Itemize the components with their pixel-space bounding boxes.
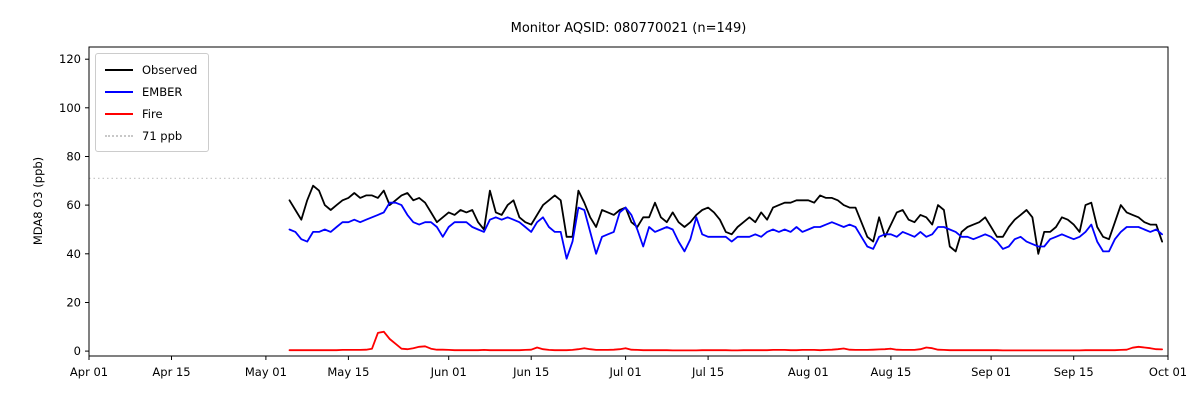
legend-item: Observed bbox=[105, 61, 197, 78]
y-tick-label: 20 bbox=[66, 296, 81, 310]
legend-item: Fire bbox=[105, 105, 197, 122]
ember-line bbox=[288, 201, 1163, 260]
chart-title: Monitor AQSID: 080770021 (n=149) bbox=[510, 21, 747, 36]
legend-line-swatch bbox=[105, 68, 133, 71]
legend-label: Observed bbox=[142, 62, 198, 77]
x-tick-label: Jun 15 bbox=[512, 365, 549, 379]
y-tick-label: 40 bbox=[66, 247, 81, 261]
x-tick-label: May 15 bbox=[327, 365, 369, 379]
legend-item: 71 ppb bbox=[105, 127, 197, 144]
x-tick-label: Apr 01 bbox=[70, 365, 108, 379]
x-tick-label: Jul 01 bbox=[609, 365, 642, 379]
legend-line-swatch bbox=[105, 134, 133, 137]
legend-label: Fire bbox=[142, 106, 163, 121]
legend: Observed EMBER Fire 71 ppb bbox=[95, 53, 210, 152]
legend-line-swatch bbox=[105, 90, 133, 93]
x-tick-label: Apr 15 bbox=[152, 365, 190, 379]
y-tick-label: 100 bbox=[59, 101, 81, 115]
legend-line-swatch bbox=[105, 112, 133, 115]
y-tick-label: 120 bbox=[59, 52, 81, 66]
plot-frame bbox=[88, 46, 1169, 357]
x-tick-label: Oct 01 bbox=[1149, 365, 1187, 379]
observed-line bbox=[288, 184, 1163, 255]
legend-item: EMBER bbox=[105, 83, 197, 100]
x-tick-label: Jul 15 bbox=[691, 365, 724, 379]
x-tick-label: Jun 01 bbox=[430, 365, 467, 379]
x-tick-label: Sep 15 bbox=[1054, 365, 1094, 379]
y-tick-label: 0 bbox=[74, 344, 81, 358]
x-tick-label: Aug 01 bbox=[788, 365, 829, 379]
y-axis-label: MDA8 O3 (ppb) bbox=[31, 156, 45, 246]
x-tick-label: May 01 bbox=[245, 365, 287, 379]
fire-line bbox=[288, 330, 1163, 352]
legend-label: EMBER bbox=[142, 84, 183, 99]
y-tick-label: 80 bbox=[66, 150, 81, 164]
legend-label: 71 ppb bbox=[142, 128, 183, 143]
x-tick-label: Sep 01 bbox=[971, 365, 1011, 379]
x-tick-label: Aug 15 bbox=[871, 365, 912, 379]
y-tick-label: 60 bbox=[66, 198, 81, 212]
